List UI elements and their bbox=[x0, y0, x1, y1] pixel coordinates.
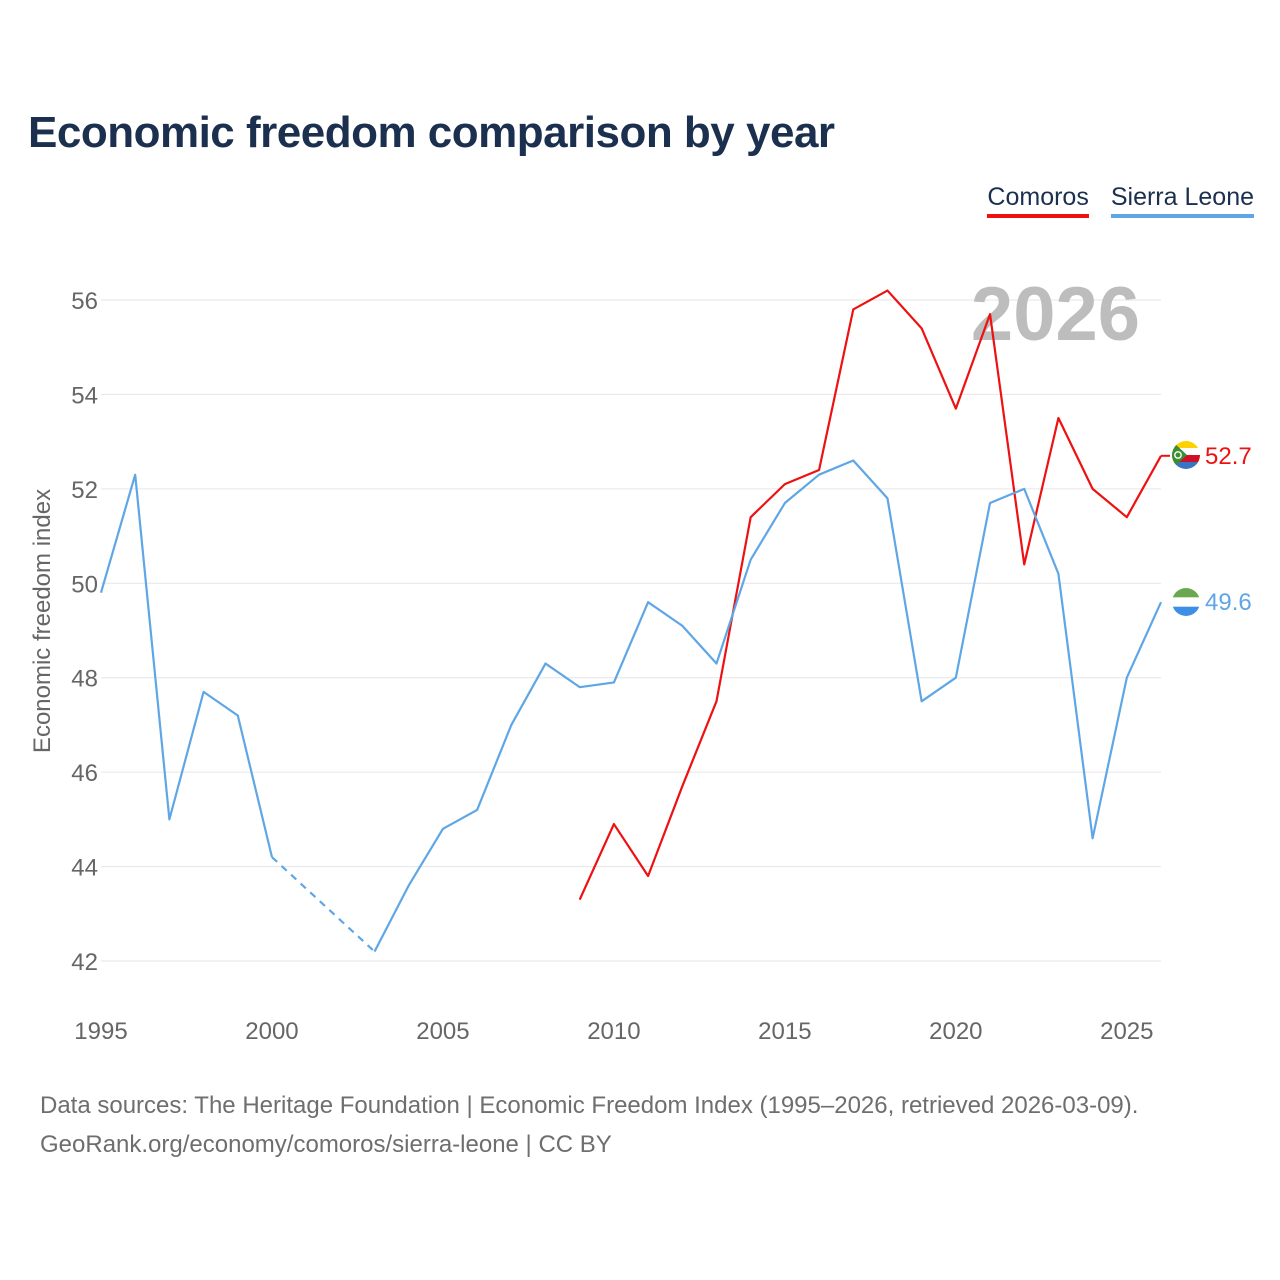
y-tick-label: 56 bbox=[71, 288, 98, 315]
year-watermark: 2026 bbox=[971, 272, 1140, 357]
footer-sources: Data sources: The Heritage Foundation | … bbox=[40, 1092, 1139, 1119]
y-tick-label: 54 bbox=[71, 382, 98, 409]
data-point-comoros bbox=[611, 821, 617, 827]
footer-credit[interactable]: GeoRank.org/economy/comoros/sierra-leone… bbox=[40, 1131, 612, 1158]
end-value-labels: 52.7 49.6 bbox=[1205, 443, 1252, 616]
data-point-sierra-leone bbox=[406, 882, 412, 888]
y-tick-labels: 42 44 46 48 50 52 54 56 bbox=[71, 288, 98, 976]
comoros-flag-icon bbox=[1172, 441, 1200, 469]
data-point-sierra-leone bbox=[713, 661, 719, 667]
y-tick-label: 46 bbox=[71, 760, 98, 787]
data-point-sierra-leone bbox=[953, 675, 959, 681]
data-point-sierra-leone bbox=[508, 722, 514, 728]
legend-item-comoros[interactable]: Comoros bbox=[987, 183, 1089, 218]
data-point-sierra-leone bbox=[269, 854, 275, 860]
data-point-comoros bbox=[1090, 486, 1096, 492]
y-tick-label: 48 bbox=[71, 666, 98, 693]
data-point-sierra-leone bbox=[235, 712, 241, 718]
x-tick-label: 2010 bbox=[587, 1018, 640, 1045]
x-tick-label: 2020 bbox=[929, 1018, 982, 1045]
data-point-sierra-leone bbox=[372, 949, 378, 955]
series-line-comoros bbox=[578, 289, 1162, 901]
chart-title: Economic freedom comparison by year bbox=[28, 108, 835, 157]
data-point-comoros bbox=[1055, 415, 1061, 421]
legend: Comoros Sierra Leone bbox=[987, 183, 1254, 218]
series-line-sierra-leone bbox=[99, 473, 274, 858]
data-point-comoros bbox=[919, 325, 925, 331]
data-point-sierra-leone bbox=[1158, 599, 1164, 605]
y-tick-label: 42 bbox=[71, 949, 98, 976]
data-point-sierra-leone bbox=[132, 472, 138, 478]
y-tick-label: 44 bbox=[71, 855, 98, 882]
y-tick-label: 50 bbox=[71, 571, 98, 598]
series-gap-sierra-leone bbox=[271, 856, 376, 953]
data-point-sierra-leone bbox=[782, 500, 788, 506]
footer: Data sources: The Heritage Foundation | … bbox=[40, 1086, 1138, 1164]
data-point-sierra-leone bbox=[1124, 675, 1130, 681]
data-point-sierra-leone bbox=[987, 500, 993, 506]
data-point-comoros bbox=[884, 288, 890, 294]
data-point-sierra-leone bbox=[1090, 835, 1096, 841]
grid-lines bbox=[101, 299, 1161, 962]
data-point-comoros bbox=[713, 698, 719, 704]
data-point-sierra-leone bbox=[850, 458, 856, 464]
data-point-comoros bbox=[782, 481, 788, 487]
data-point-sierra-leone bbox=[1055, 571, 1061, 577]
data-point-sierra-leone bbox=[645, 599, 651, 605]
series-lines bbox=[98, 288, 1170, 955]
end-markers bbox=[1172, 441, 1200, 616]
data-point-sierra-leone bbox=[748, 557, 754, 563]
x-tick-label: 2015 bbox=[758, 1018, 811, 1045]
data-point-sierra-leone bbox=[816, 472, 822, 478]
data-point-sierra-leone bbox=[884, 495, 890, 501]
data-point-comoros bbox=[1124, 514, 1130, 520]
data-point-comoros bbox=[679, 783, 685, 789]
legend-item-sierra-leone[interactable]: Sierra Leone bbox=[1110, 183, 1254, 218]
data-point-sierra-leone bbox=[440, 826, 446, 832]
x-tick-label: 2025 bbox=[1100, 1018, 1153, 1045]
series-line-sierra-leone bbox=[373, 459, 1163, 953]
data-point-comoros bbox=[850, 306, 856, 312]
chart-area: 2026 42 44 46 48 50 52 54 56 1995 2000 2005 2010 20… bbox=[29, 272, 1252, 1045]
y-tick-label: 52 bbox=[71, 477, 98, 504]
data-point-sierra-leone bbox=[919, 698, 925, 704]
x-tick-label: 1995 bbox=[74, 1018, 127, 1045]
data-point-comoros bbox=[577, 897, 583, 903]
data-point-comoros bbox=[987, 311, 993, 317]
data-point-sierra-leone bbox=[611, 679, 617, 685]
data-point-comoros bbox=[953, 406, 959, 412]
data-point-sierra-leone bbox=[166, 816, 172, 822]
x-tick-label: 2005 bbox=[416, 1018, 469, 1045]
data-point-comoros bbox=[645, 873, 651, 879]
data-point-sierra-leone bbox=[1021, 486, 1027, 492]
data-point-comoros bbox=[1021, 561, 1027, 567]
x-tick-label: 2000 bbox=[245, 1018, 298, 1045]
data-point-sierra-leone bbox=[474, 807, 480, 813]
y-axis-label: Economic freedom index bbox=[29, 489, 56, 753]
data-point-sierra-leone bbox=[543, 661, 549, 667]
data-point-comoros bbox=[748, 514, 754, 520]
data-point-sierra-leone bbox=[679, 623, 685, 629]
x-tick-labels: 1995 2000 2005 2010 2015 2020 2025 bbox=[74, 1018, 1153, 1045]
end-value-label-comoros: 52.7 bbox=[1205, 443, 1252, 470]
data-point-sierra-leone bbox=[201, 689, 207, 695]
data-point-sierra-leone bbox=[98, 590, 104, 596]
data-point-sierra-leone bbox=[577, 684, 583, 690]
end-value-label-sierra-leone: 49.6 bbox=[1205, 589, 1252, 616]
sierra-leone-flag-icon bbox=[1172, 588, 1200, 616]
